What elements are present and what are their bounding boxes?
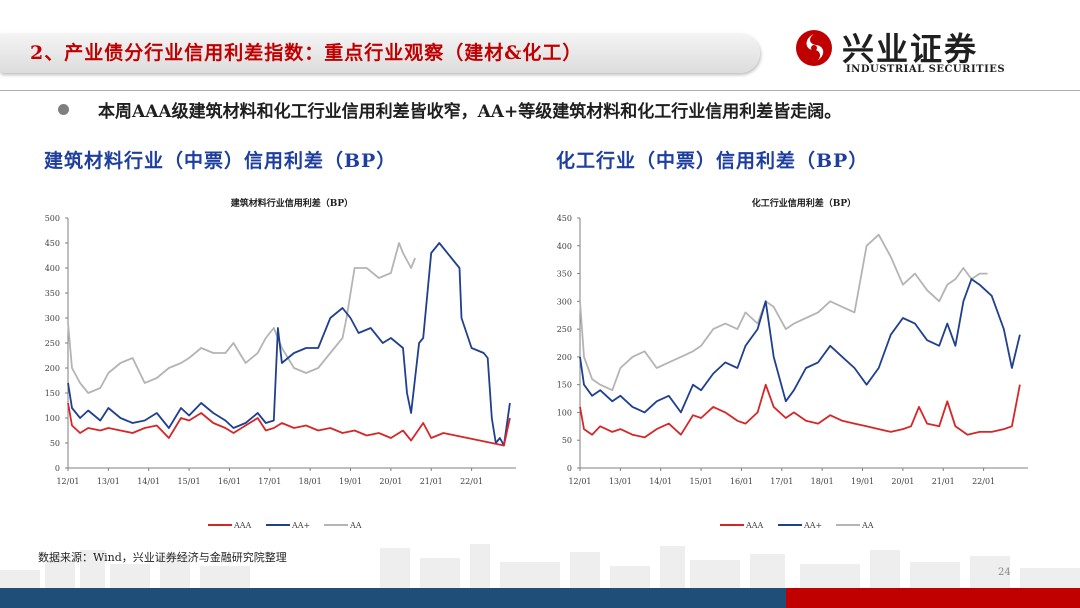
series-line-aaplus (67, 242, 511, 447)
y-tick-label: 200 (45, 364, 60, 373)
legend-label: AA (349, 521, 362, 530)
x-tick-label: 16/01 (730, 477, 753, 486)
y-tick-label: 100 (557, 408, 572, 417)
bullet-icon (58, 104, 69, 115)
y-tick-label: 150 (557, 381, 572, 390)
x-tick-label: 20/01 (891, 477, 914, 486)
x-tick-label: 18/01 (811, 477, 834, 486)
y-tick-label: 100 (45, 414, 60, 423)
y-tick-label: 0 (55, 464, 60, 473)
chart-title: 化工行业信用利差（BP） (752, 197, 856, 209)
legend-label: AA (861, 521, 874, 530)
logo-text: 兴业证券 (842, 30, 979, 68)
footer-band-blue (0, 588, 786, 608)
x-tick-label: 16/01 (218, 477, 241, 486)
title-bar (0, 33, 760, 73)
x-tick-label: 12/01 (56, 477, 79, 486)
y-tick-label: 400 (557, 242, 572, 251)
logo-icon (796, 30, 832, 66)
y-tick-label: 500 (45, 214, 60, 223)
x-tick-label: 18/01 (299, 477, 322, 486)
y-tick-label: 250 (557, 325, 572, 334)
y-tick-label: 200 (557, 353, 572, 362)
series-line-aaa (67, 402, 511, 447)
x-tick-label: 15/01 (178, 477, 201, 486)
data-source: 数据来源：Wind，兴业证券经济与金融研究院整理 (38, 551, 287, 564)
legend-label: AA+ (291, 521, 310, 530)
logo-subtext: INDUSTRIAL SECURITIES (846, 64, 1006, 75)
x-tick-label: 14/01 (137, 477, 160, 486)
series-line-aaplus (579, 278, 1021, 414)
x-tick-label: 15/01 (690, 477, 713, 486)
x-tick-label: 13/01 (97, 477, 120, 486)
y-tick-label: 450 (45, 239, 60, 248)
chart-chemicals: 化工行业信用利差（BP） 0 50 100 150 200 250 300 350 400 450 1… (557, 197, 1028, 530)
summary-text: 本周AAA级建筑材料和化工行业信用利差皆收窄，AA+等级建筑材料和化工行业信用利… (98, 102, 842, 122)
chart-heading-chemicals: 化工行业（中票）信用利差（BP） (556, 150, 869, 172)
y-tick-label: 50 (50, 439, 60, 448)
skyline-decoration (0, 544, 1080, 588)
legend-label: AAA (745, 521, 764, 530)
legend-label: AA+ (803, 521, 822, 530)
series-line-aa (67, 242, 416, 394)
chart-title: 建筑材料行业信用利差（BP） (231, 197, 353, 209)
x-tick-label: 21/01 (420, 477, 443, 486)
y-tick-label: 150 (45, 389, 60, 398)
y-tick-label: 250 (45, 339, 60, 348)
x-tick-label: 19/01 (339, 477, 362, 486)
chart-heading-building-materials: 建筑材料行业（中票）信用利差（BP） (44, 150, 397, 172)
x-tick-label: 17/01 (770, 477, 793, 486)
x-tick-label: 22/01 (460, 477, 483, 486)
chart-building-materials: 建筑材料行业信用利差（BP） 0 50 100 150 200 250 300 350 400 45… (45, 197, 516, 530)
y-tick-label: 300 (45, 314, 60, 323)
x-tick-label: 17/01 (258, 477, 281, 486)
y-tick-label: 450 (557, 214, 572, 223)
x-tick-label: 13/01 (609, 477, 632, 486)
y-tick-label: 0 (567, 464, 572, 473)
x-tick-label: 21/01 (932, 477, 955, 486)
x-tick-label: 14/01 (649, 477, 672, 486)
y-tick-label: 350 (45, 289, 60, 298)
header-divider (0, 90, 1080, 91)
x-tick-label: 12/01 (568, 477, 591, 486)
x-tick-label: 20/01 (379, 477, 402, 486)
legend-label: AAA (233, 521, 252, 530)
x-tick-label: 19/01 (851, 477, 874, 486)
y-tick-label: 50 (562, 436, 572, 445)
series-line-aa (579, 233, 988, 392)
page-title: 2、产业债分行业信用利差指数：重点行业观察（建材&化工） (30, 42, 583, 64)
y-tick-label: 300 (557, 297, 572, 306)
series-line-aaa (579, 383, 1021, 439)
x-tick-label: 22/01 (972, 477, 995, 486)
page-number: 24 (998, 567, 1011, 578)
y-tick-label: 350 (557, 270, 572, 279)
footer-band-red (786, 588, 1080, 608)
y-tick-label: 400 (45, 264, 60, 273)
